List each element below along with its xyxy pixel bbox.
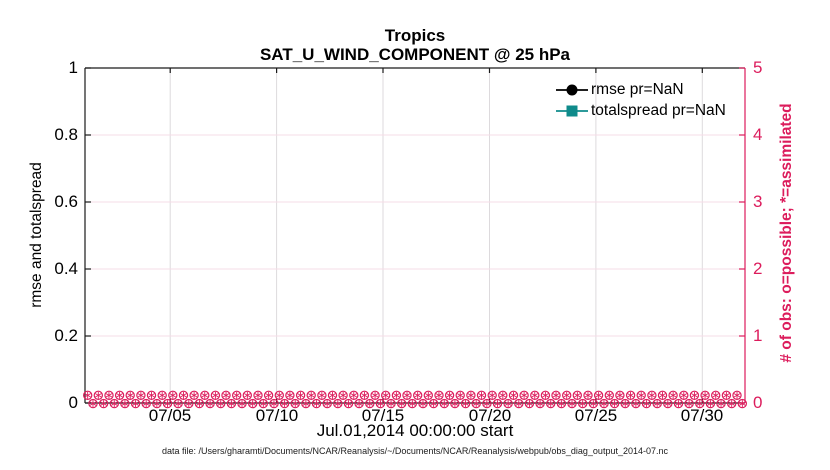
- left-axis-label: rmse and totalspread: [28, 162, 45, 308]
- x-tick-0730: 07/30: [680, 406, 724, 425]
- left-tick-0.6: 0.6: [54, 192, 78, 211]
- right-tick-0: 0: [753, 393, 763, 412]
- left-tick-0.2: 0.2: [54, 326, 78, 345]
- legend-label-totalspread: totalspread pr=NaN: [591, 102, 726, 119]
- x-tick-0720: 07/20: [468, 406, 512, 425]
- left-tick-0.4: 0.4: [54, 259, 78, 278]
- right-tick-2: 2: [753, 259, 763, 278]
- right-tick-5: 5: [753, 58, 763, 77]
- legend-label-rmse: rmse pr=NaN: [591, 81, 684, 98]
- right-tick-3: 3: [753, 192, 763, 211]
- plot-title: Tropics: [384, 26, 446, 45]
- x-tick-0705: 07/05: [148, 406, 192, 425]
- x-tick-0725: 07/25: [574, 406, 618, 425]
- right-tick-4: 4: [753, 125, 763, 144]
- left-tick-0: 0: [68, 393, 78, 412]
- data-file-caption: data file: /Users/gharamti/Documents/NCA…: [161, 446, 668, 456]
- left-tick-1: 1: [68, 58, 78, 77]
- right-axis-label: # of obs: o=possible; *=assimilated: [778, 103, 795, 363]
- left-tick-0.8: 0.8: [54, 125, 78, 144]
- x-tick-0715: 07/15: [361, 406, 405, 425]
- x-axis-label: Jul.01,2014 00:00:00 start: [316, 421, 514, 440]
- plot-subtitle: SAT_U_WIND_COMPONENT @ 25 hPa: [259, 45, 571, 64]
- right-tick-1: 1: [753, 326, 763, 345]
- x-tick-0710: 07/10: [255, 406, 299, 425]
